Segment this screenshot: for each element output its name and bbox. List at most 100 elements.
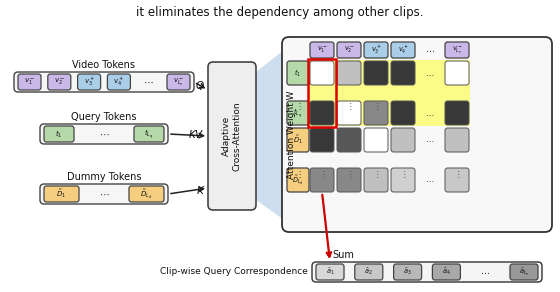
FancyBboxPatch shape bbox=[445, 168, 469, 192]
FancyBboxPatch shape bbox=[310, 42, 334, 58]
Text: $\cdots$: $\cdots$ bbox=[99, 129, 109, 139]
Text: $\bar{a}_1$: $\bar{a}_1$ bbox=[326, 267, 334, 277]
FancyBboxPatch shape bbox=[78, 74, 101, 90]
Text: $\cdots$: $\cdots$ bbox=[425, 135, 435, 145]
FancyBboxPatch shape bbox=[282, 37, 552, 232]
FancyBboxPatch shape bbox=[40, 184, 168, 204]
FancyBboxPatch shape bbox=[287, 128, 309, 152]
Polygon shape bbox=[256, 42, 294, 227]
Text: $v_{L_v}^-$: $v_{L_v}^-$ bbox=[452, 44, 462, 56]
Text: Clip-wise Query Correspondence: Clip-wise Query Correspondence bbox=[160, 267, 308, 277]
Text: $\bar{a}_3$: $\bar{a}_3$ bbox=[403, 267, 412, 277]
FancyBboxPatch shape bbox=[337, 128, 361, 152]
Text: $\tilde{D}_{L_d}$: $\tilde{D}_{L_d}$ bbox=[141, 187, 153, 201]
FancyBboxPatch shape bbox=[337, 101, 361, 125]
Text: $\vdots$: $\vdots$ bbox=[454, 102, 460, 112]
Text: $\tilde{D}_{L_d}$: $\tilde{D}_{L_d}$ bbox=[292, 173, 304, 187]
Text: $\vdots$: $\vdots$ bbox=[295, 168, 301, 180]
FancyBboxPatch shape bbox=[287, 168, 309, 192]
FancyBboxPatch shape bbox=[134, 126, 164, 142]
Text: $\vdots$: $\vdots$ bbox=[373, 102, 379, 112]
FancyBboxPatch shape bbox=[445, 42, 469, 58]
FancyBboxPatch shape bbox=[391, 42, 415, 58]
FancyBboxPatch shape bbox=[364, 61, 388, 85]
Text: $v_3^+$: $v_3^+$ bbox=[371, 44, 381, 56]
Text: $\vdots$: $\vdots$ bbox=[319, 168, 325, 180]
FancyBboxPatch shape bbox=[364, 101, 388, 125]
FancyBboxPatch shape bbox=[310, 168, 334, 192]
FancyBboxPatch shape bbox=[287, 61, 309, 85]
Text: $\cdots$: $\cdots$ bbox=[99, 189, 109, 199]
FancyBboxPatch shape bbox=[44, 186, 79, 202]
Text: $v_1^-$: $v_1^-$ bbox=[317, 45, 327, 55]
FancyBboxPatch shape bbox=[310, 101, 334, 125]
Text: $v_4^+$: $v_4^+$ bbox=[113, 76, 124, 88]
Text: $\vdots$: $\vdots$ bbox=[400, 168, 406, 180]
Text: $\vdots$: $\vdots$ bbox=[346, 102, 352, 112]
FancyBboxPatch shape bbox=[432, 264, 460, 280]
Text: $\cdots$: $\cdots$ bbox=[143, 77, 154, 87]
FancyBboxPatch shape bbox=[394, 264, 422, 280]
FancyBboxPatch shape bbox=[337, 42, 361, 58]
FancyBboxPatch shape bbox=[316, 264, 344, 280]
FancyBboxPatch shape bbox=[108, 74, 130, 90]
Text: $\vdots$: $\vdots$ bbox=[346, 168, 352, 180]
Text: Adaptive
Cross-Attention: Adaptive Cross-Attention bbox=[222, 101, 242, 171]
Text: $v_4^+$: $v_4^+$ bbox=[398, 44, 408, 56]
FancyBboxPatch shape bbox=[391, 128, 415, 152]
FancyBboxPatch shape bbox=[44, 126, 74, 142]
FancyBboxPatch shape bbox=[40, 124, 168, 144]
Text: $t_{L_q}$: $t_{L_q}$ bbox=[293, 106, 302, 120]
FancyBboxPatch shape bbox=[287, 101, 309, 125]
Text: $KV$: $KV$ bbox=[189, 128, 205, 140]
FancyBboxPatch shape bbox=[167, 74, 190, 90]
Text: $t_1$: $t_1$ bbox=[295, 67, 302, 79]
FancyBboxPatch shape bbox=[445, 61, 469, 85]
FancyBboxPatch shape bbox=[48, 74, 71, 90]
FancyBboxPatch shape bbox=[208, 62, 256, 210]
Text: $\tilde{D}_1$: $\tilde{D}_1$ bbox=[57, 188, 67, 200]
Text: $v_2^-$: $v_2^-$ bbox=[344, 45, 354, 55]
Text: $v_1^-$: $v_1^-$ bbox=[24, 77, 35, 87]
FancyBboxPatch shape bbox=[391, 168, 415, 192]
FancyBboxPatch shape bbox=[310, 128, 334, 152]
FancyBboxPatch shape bbox=[364, 168, 388, 192]
Text: it eliminates the dependency among other clips.: it eliminates the dependency among other… bbox=[136, 6, 424, 19]
FancyBboxPatch shape bbox=[391, 101, 415, 125]
Text: $\bar{a}_2$: $\bar{a}_2$ bbox=[365, 267, 373, 277]
Text: $\vdots$: $\vdots$ bbox=[373, 168, 379, 180]
Bar bbox=[308, 59, 336, 127]
Text: $v_3^+$: $v_3^+$ bbox=[83, 76, 95, 88]
Text: $\tilde{D}_1$: $\tilde{D}_1$ bbox=[293, 134, 303, 146]
FancyBboxPatch shape bbox=[364, 42, 388, 58]
Text: $\bar{a}_{L_v}$: $\bar{a}_{L_v}$ bbox=[519, 266, 529, 278]
Text: Video Tokens: Video Tokens bbox=[72, 60, 136, 70]
FancyBboxPatch shape bbox=[445, 128, 469, 152]
Text: $\vdots$: $\vdots$ bbox=[400, 102, 406, 112]
Text: $\vdots$: $\vdots$ bbox=[454, 168, 460, 180]
Text: $t_{L_q}$: $t_{L_q}$ bbox=[144, 127, 154, 141]
Text: $\cdots$: $\cdots$ bbox=[425, 175, 435, 185]
Text: $\cdots$: $\cdots$ bbox=[425, 69, 435, 77]
FancyBboxPatch shape bbox=[312, 262, 542, 282]
Text: Attention Weight W: Attention Weight W bbox=[287, 90, 296, 179]
Text: Sum: Sum bbox=[332, 250, 354, 260]
Text: $\cdots$: $\cdots$ bbox=[425, 46, 435, 55]
Text: $K$: $K$ bbox=[195, 184, 205, 196]
FancyBboxPatch shape bbox=[337, 168, 361, 192]
Text: $\cdots$: $\cdots$ bbox=[425, 109, 435, 117]
Text: $\cdots$: $\cdots$ bbox=[480, 267, 490, 277]
Text: Query Tokens: Query Tokens bbox=[71, 112, 137, 122]
Text: $v_2^-$: $v_2^-$ bbox=[54, 77, 65, 87]
FancyBboxPatch shape bbox=[355, 264, 383, 280]
Text: $Q$: $Q$ bbox=[195, 79, 205, 91]
FancyBboxPatch shape bbox=[337, 61, 361, 85]
FancyBboxPatch shape bbox=[18, 74, 41, 90]
Bar bbox=[309, 60, 470, 126]
FancyBboxPatch shape bbox=[14, 72, 194, 92]
FancyBboxPatch shape bbox=[391, 61, 415, 85]
Text: $\bar{a}_4$: $\bar{a}_4$ bbox=[442, 267, 451, 277]
Text: Dummy Tokens: Dummy Tokens bbox=[67, 172, 141, 182]
Text: $\vdots$: $\vdots$ bbox=[295, 102, 301, 112]
Text: $v_{L_v}^-$: $v_{L_v}^-$ bbox=[173, 76, 184, 88]
